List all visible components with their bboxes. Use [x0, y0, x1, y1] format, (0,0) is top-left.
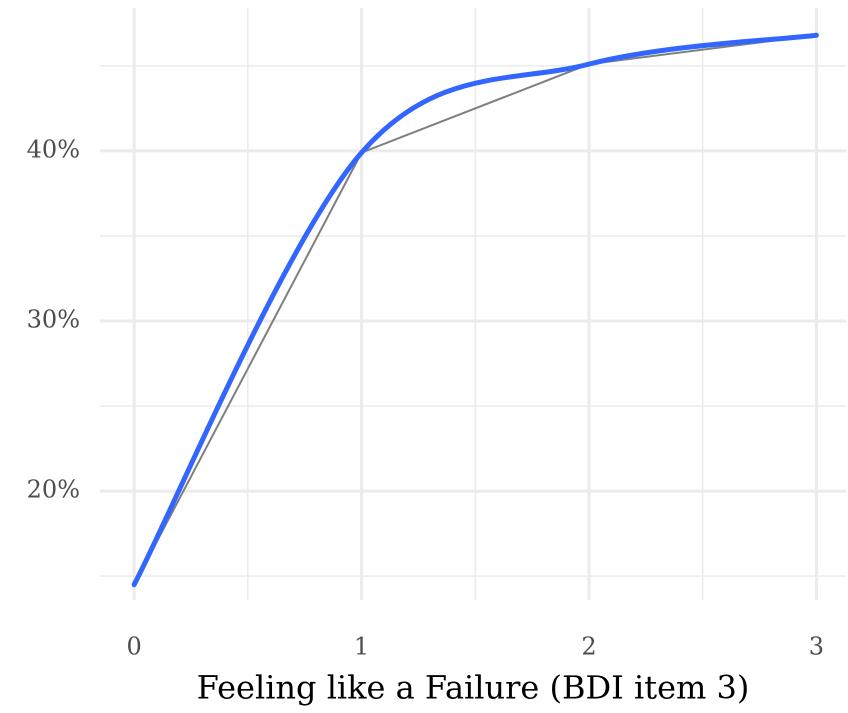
smooth-line — [131, 32, 819, 588]
y-tick-label: 20% — [27, 476, 80, 504]
x-tick-label: 2 — [581, 633, 596, 661]
x-axis-title: Feeling like a Failure (BDI item 3) — [197, 669, 750, 707]
y-tick-label: 30% — [27, 306, 80, 334]
line — [133, 34, 818, 586]
x-tick-label: 0 — [126, 633, 141, 661]
x-tick-label: 3 — [809, 633, 824, 661]
x-tick-label: 1 — [354, 633, 369, 661]
y-tick-label: 40% — [27, 135, 80, 163]
